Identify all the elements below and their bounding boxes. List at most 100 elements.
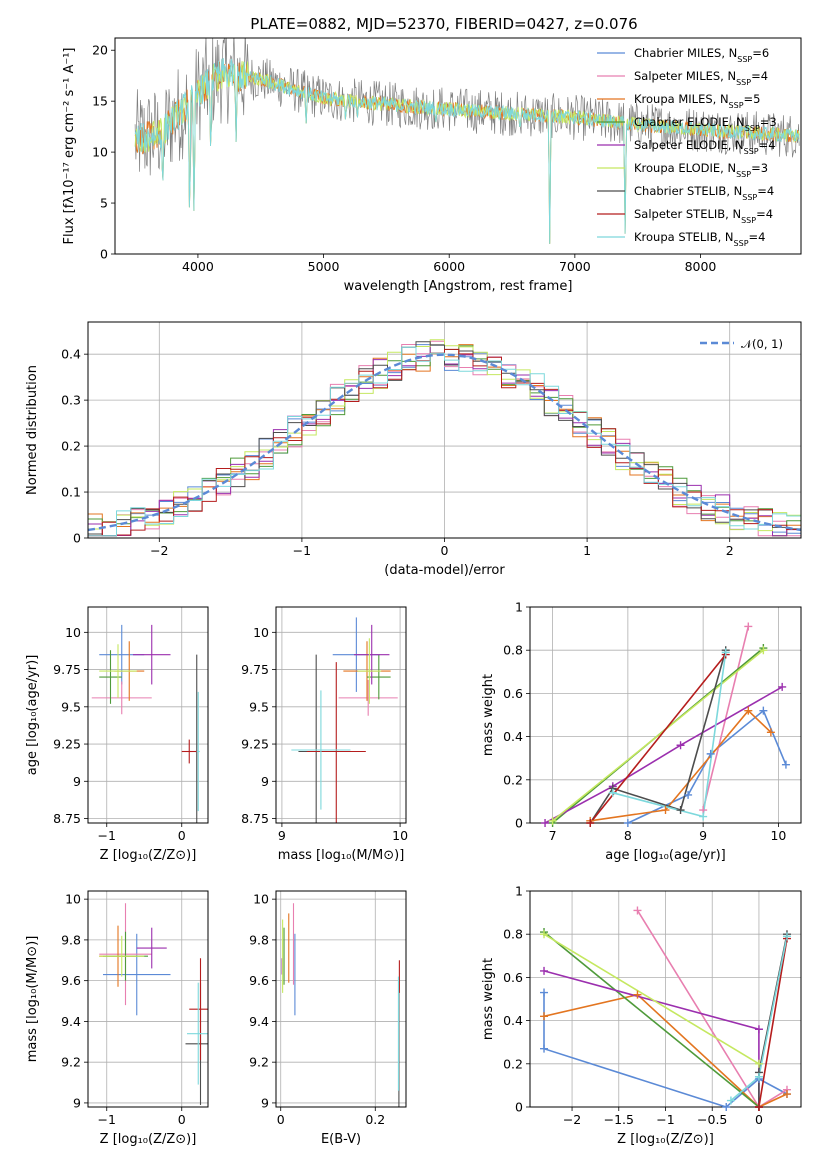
axes-frame	[275, 890, 407, 1108]
y-tick-label: 9.8	[249, 932, 269, 947]
weight-marker-salpeter-stelib	[754, 1103, 763, 1111]
x-tick-label: −1.5	[604, 1112, 634, 1127]
weight-marker-kroupa-elodie	[754, 1059, 763, 1068]
histogram-kroupa-stelib	[88, 346, 801, 537]
weight-marker-chabrier-miles	[684, 790, 693, 799]
weight-marker-kroupa-miles	[744, 706, 753, 715]
x-tick-label: 1	[583, 543, 591, 558]
legend-label-chabrier-elodie: Chabrier ELODIE, NSSP=3	[634, 115, 777, 133]
y-tick-label: 9.75	[53, 662, 81, 677]
y-tick-label: 9	[261, 1095, 269, 1110]
legend-label-salpeter-stelib: Salpeter STELIB, NSSP=4	[634, 207, 773, 225]
weight-marker-kroupa-elodie	[548, 816, 557, 825]
plot-area	[91, 624, 200, 823]
weight-marker-chabrier-miles	[540, 988, 549, 997]
weight-marker-kroupa-miles	[661, 806, 670, 815]
x-axis-label: mass [log₁₀(M/M⊙)]	[278, 848, 405, 863]
normal-curve	[88, 353, 801, 532]
x-axis-label: E(B-V)	[321, 1132, 361, 1147]
weight-marker-salpeter-elodie	[778, 682, 787, 691]
legend-label-kroupa-stelib: Kroupa STELIB, NSSP=4	[634, 230, 765, 248]
x-tick-label: 4000	[182, 259, 214, 274]
errorbar-salpeter-elodie	[133, 624, 171, 685]
y-tick-label: 9.2	[61, 1055, 81, 1070]
x-tick-label: −1	[98, 1112, 116, 1127]
errorbar-chabrier-miles	[103, 933, 171, 1016]
y-tick-label: 0.8	[503, 927, 523, 942]
x-tick-label: 0	[178, 1112, 186, 1127]
weight-marker-kroupa-miles	[782, 1090, 791, 1099]
y-tick-label: 0.3	[61, 393, 81, 408]
weight-marker-salpeter-elodie	[676, 741, 685, 750]
histogram-salpeter-stelib	[88, 348, 801, 537]
weight-line-kroupa-miles	[543, 993, 788, 1107]
errorbar-salpeter-miles	[91, 681, 152, 715]
weight-line-kroupa-elodie	[552, 649, 764, 822]
weight-marker-chabrier-miles	[540, 1044, 549, 1053]
y-tick-label: 10	[65, 892, 81, 907]
errorbar-kroupa-elodie	[99, 935, 145, 977]
weight-marker-salpeter-miles	[744, 622, 753, 631]
y-tick-label: 9.25	[53, 737, 81, 752]
x-tick-label: 8	[624, 828, 632, 843]
y-tick-label: 0.4	[61, 347, 81, 362]
y-tick-label: 5	[100, 196, 108, 211]
y-axis-label: Flux [fλ10⁻¹⁷ erg cm⁻² s⁻¹ A⁻¹]	[62, 48, 77, 245]
x-axis-label: Z [log₁₀(Z/Z⊙)]	[100, 1132, 197, 1147]
y-tick-label: 9.25	[241, 737, 269, 752]
y-axis-label: age [log₁₀(age/yr)]	[25, 655, 40, 776]
x-tick-label: −1	[293, 543, 311, 558]
mass-vs-extinction-plot: 0 0.2 9 9.2 9.4 9.6 9.8 10 E(B-V)	[249, 890, 407, 1147]
weight-marker-kroupa-stelib	[754, 1072, 763, 1081]
weight-marker-chabrier-miles	[722, 1103, 731, 1111]
weight-marker-kroupa-stelib	[721, 648, 730, 657]
axes-frame	[529, 890, 802, 1108]
y-tick-label: 10	[253, 625, 269, 640]
weight-marker-salpeter-miles	[633, 906, 642, 915]
legend-label-kroupa-elodie: Kroupa ELODIE, NSSP=3	[634, 161, 768, 179]
errorbar-kroupa-stelib	[187, 982, 208, 1085]
mass-weight-vs-age-plot: 7 8 9 10 0 0.2 0.4 0.6 0.8 1 age [log₁₀(age/yr)] ma…	[481, 600, 802, 863]
weight-marker-salpeter-stelib	[586, 819, 595, 827]
y-tick-label: 1	[515, 600, 523, 615]
weight-line-salpeter-miles	[636, 909, 788, 1107]
weight-line-chabrier-stelib	[589, 649, 727, 823]
x-tick-label: 0	[277, 1112, 285, 1127]
x-tick-label: 2	[726, 543, 734, 558]
y-tick-label: 9.2	[249, 1055, 269, 1070]
y-tick-label: 10	[92, 145, 108, 160]
weight-marker-kroupa-stelib	[608, 788, 617, 797]
y-tick-label: 9	[73, 774, 81, 789]
plot-area	[134, 38, 800, 244]
y-tick-label: 0	[515, 816, 523, 831]
age-vs-metallicity-plot: −1 0 8.75 9 9.25 9.5 9.75 10 Z [log₁₀(Z/Z⊙)] age …	[25, 606, 209, 863]
weight-marker-kroupa-miles	[766, 728, 775, 737]
weight-line-salpeter-stelib	[758, 938, 788, 1107]
y-tick-label: 9	[261, 774, 269, 789]
axes-frame	[275, 606, 407, 824]
plot-area	[88, 339, 801, 537]
weight-marker-kroupa-elodie	[540, 930, 549, 939]
weight-marker-chabrier-miles	[759, 706, 768, 715]
y-axis-label: mass weight	[481, 674, 496, 756]
y-tick-label: 1	[515, 884, 523, 899]
errorbar-kroupa-elodie	[357, 638, 382, 704]
errorbar-kroupa-elodie	[99, 644, 137, 698]
y-axis-label: Normed distribution	[25, 365, 40, 495]
weight-marker-salpeter-elodie	[754, 1025, 763, 1034]
x-tick-label: 0.2	[365, 1112, 385, 1127]
x-tick-label: 7000	[559, 259, 591, 274]
axes-frame	[87, 321, 802, 539]
weight-line-salpeter-elodie	[543, 970, 760, 1107]
y-tick-label: 10	[253, 892, 269, 907]
y-tick-label: 9.75	[241, 662, 269, 677]
spectrum-plot: 4000 5000 6000 7000 8000 0 5 10 15 20 wavelength […	[62, 37, 802, 294]
weight-marker-chabrier-stelib	[676, 806, 685, 815]
errorbar-kroupa-stelib	[196, 691, 200, 812]
errorbar-salpeter-elodie	[354, 624, 390, 685]
x-tick-label: 5000	[308, 259, 340, 274]
y-tick-label: 9.5	[61, 699, 81, 714]
weight-marker-kroupa-miles	[540, 1012, 549, 1021]
weight-line-chabrier-miles	[543, 992, 788, 1107]
